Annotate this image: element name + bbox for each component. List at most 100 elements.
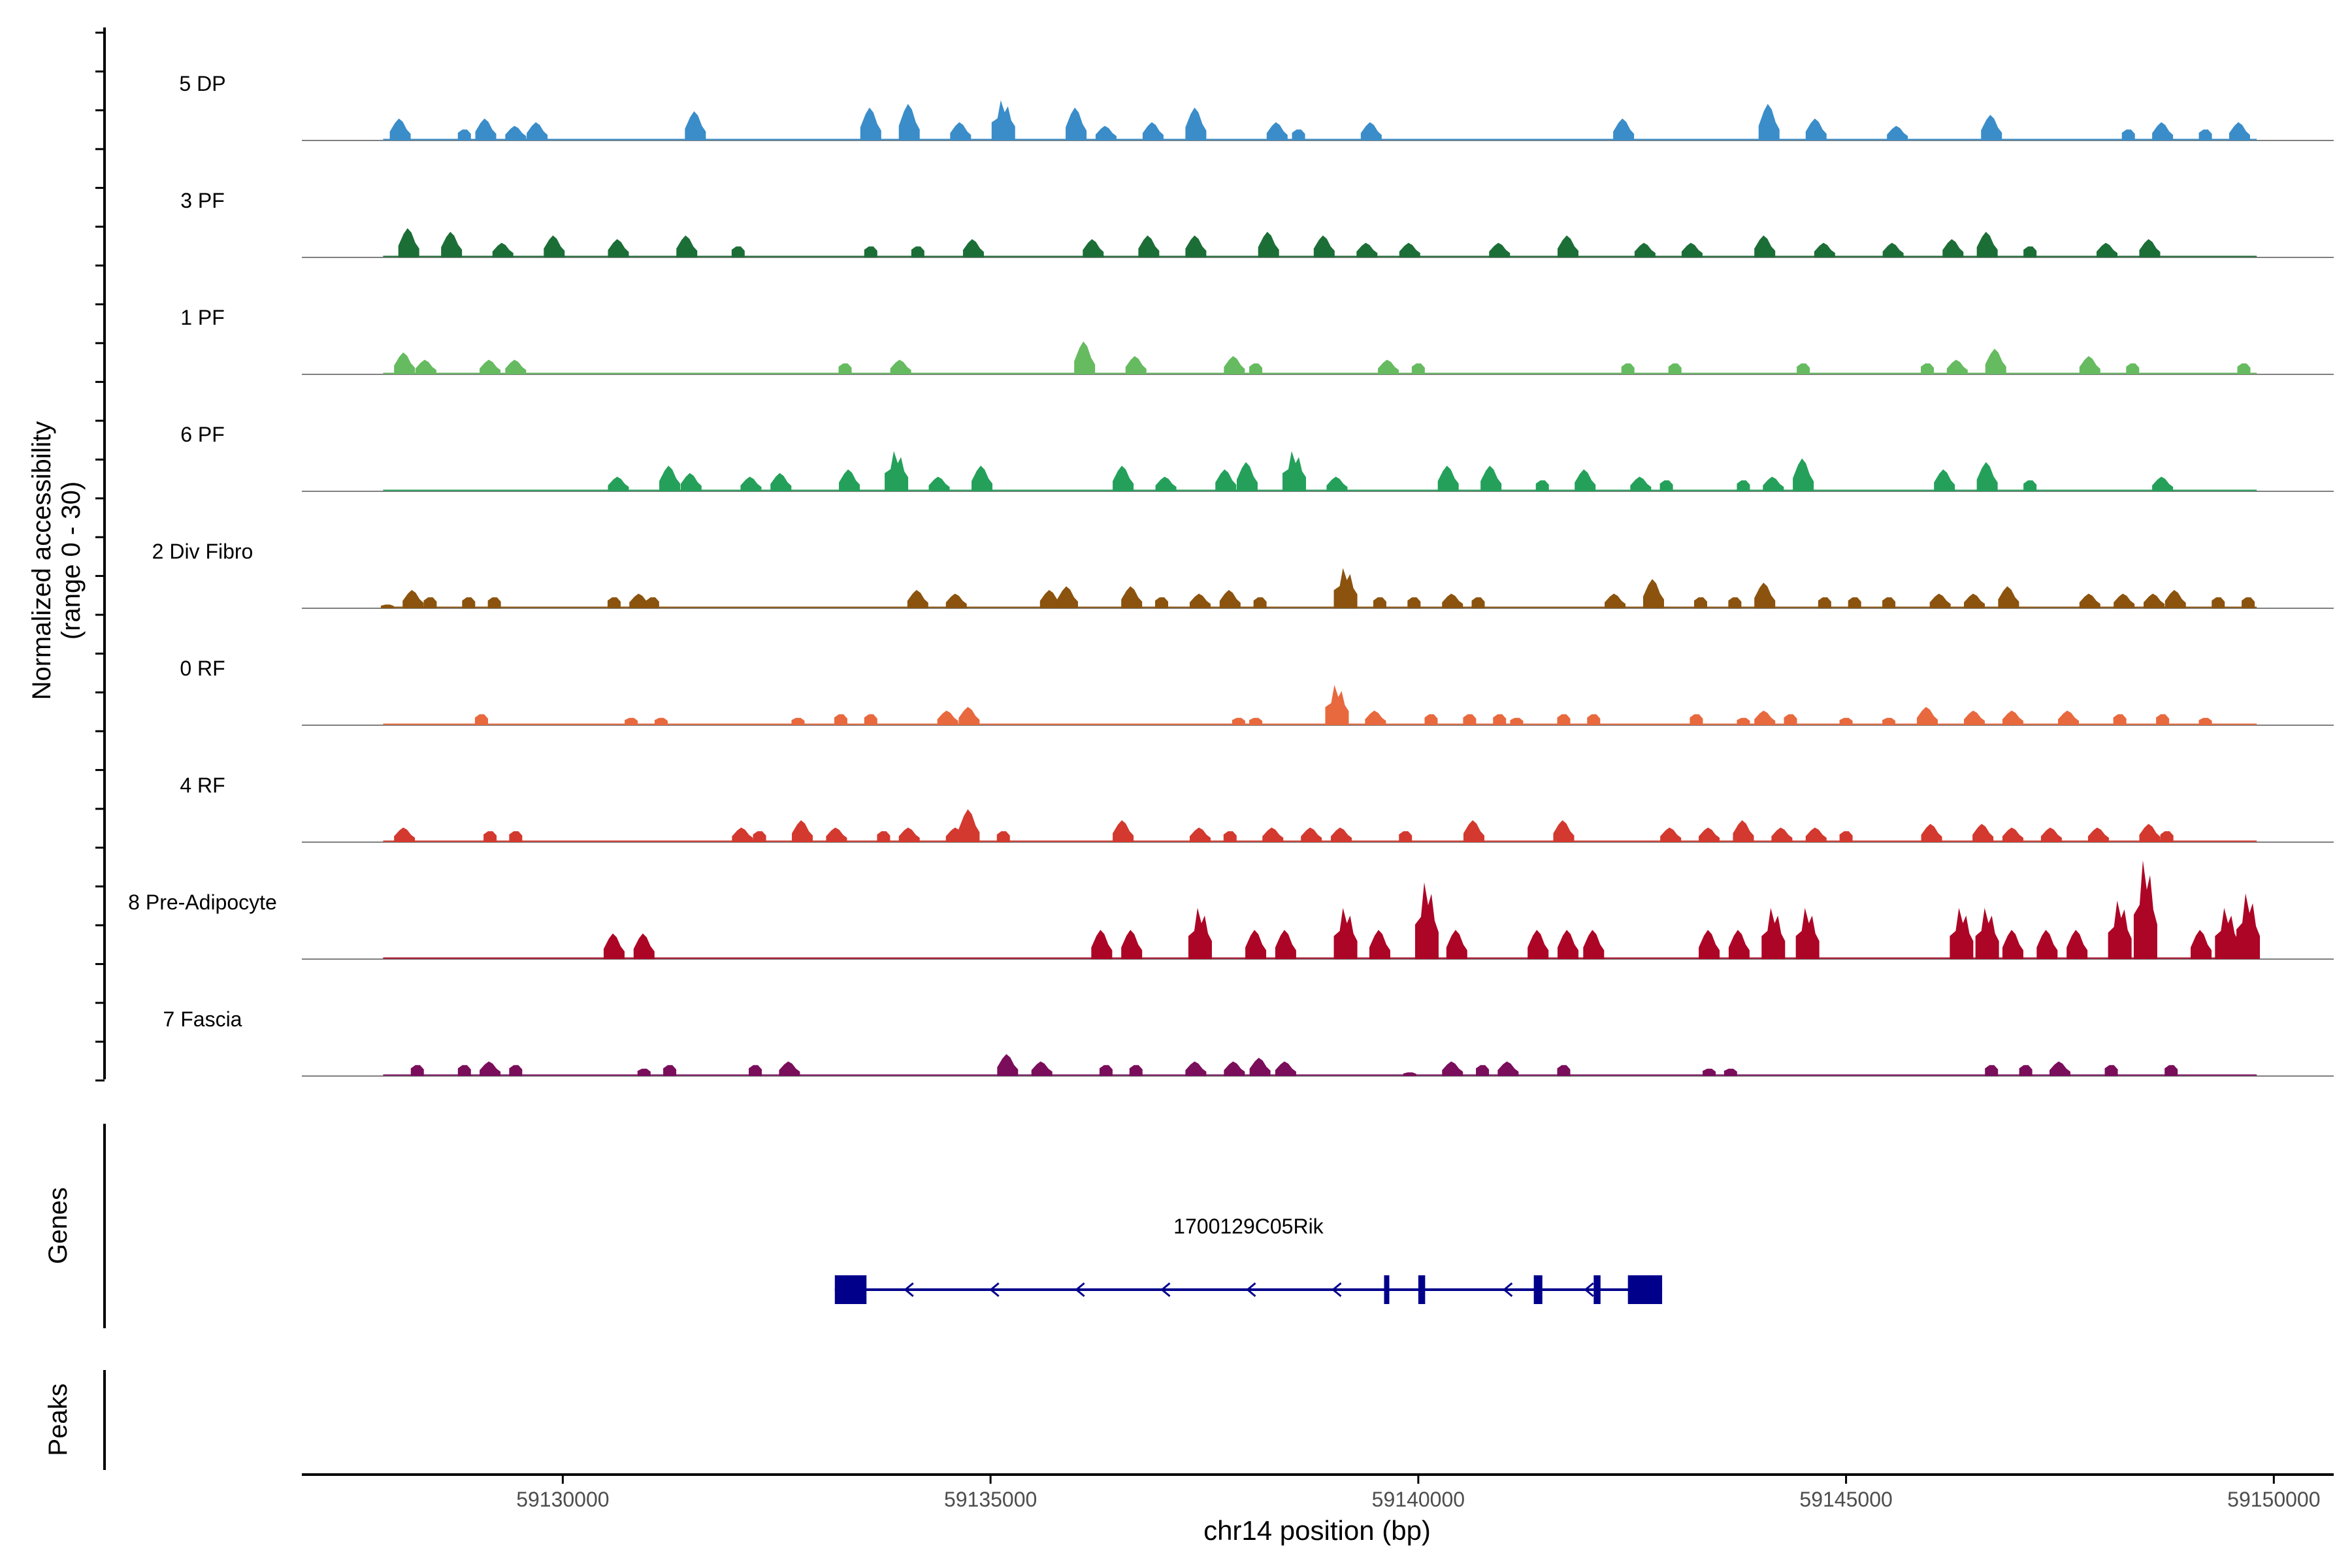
coverage-peak	[1668, 363, 1682, 374]
peaks-panel: Peaks	[44, 1370, 106, 1470]
coverage-peak	[1882, 597, 1896, 608]
coverage-peak	[1761, 907, 1786, 959]
coverage-peak	[2198, 129, 2212, 140]
track-6-pf: 6 PF	[180, 423, 2334, 492]
coverage-peak	[1917, 707, 1938, 725]
track-3-pf: 3 PF	[180, 189, 2334, 258]
coverage-peak	[864, 714, 877, 725]
coverage-peak	[2040, 827, 2062, 842]
coverage-peak	[2152, 122, 2174, 140]
coverage-peak	[885, 451, 909, 491]
coverage-peak	[509, 1065, 523, 1076]
coverage-peak	[2108, 900, 2132, 959]
coverage-peak	[1039, 590, 1061, 608]
coverage-peak	[1805, 827, 1827, 842]
coverage-peak	[1763, 476, 1784, 491]
coverage-peak	[2066, 930, 2088, 959]
coverage-peak	[1249, 717, 1263, 725]
coverage-peak	[1848, 597, 1861, 608]
coverage-peak	[1266, 122, 1288, 140]
coverage-peak	[1605, 593, 1626, 608]
coverage-peak	[1399, 831, 1413, 842]
coverage-peak	[2104, 1065, 2118, 1076]
gene-exon	[1627, 1275, 1663, 1304]
coverage-peak	[654, 717, 668, 725]
coverage-peak	[637, 1068, 651, 1076]
coverage-peak	[505, 125, 527, 140]
x-axis-title: chr14 position (bp)	[1203, 1515, 1431, 1546]
coverage-peak	[1185, 107, 1207, 140]
coverage-peak	[1493, 714, 1507, 725]
strand-arrow	[1584, 1282, 1594, 1298]
coverage-peak	[1463, 820, 1484, 842]
coverage-peak	[1331, 827, 1352, 842]
coverage-peak	[1403, 1072, 1416, 1076]
y-axis-label-line2: (range 0 - 30)	[57, 482, 86, 640]
coverage-peak	[1703, 1068, 1716, 1076]
coverage-peak	[625, 717, 638, 725]
strand-arrow	[1075, 1282, 1085, 1298]
track-label-6-pf: 6 PF	[180, 423, 225, 446]
coverage-peak	[389, 118, 411, 140]
coverage-peak	[1325, 685, 1349, 725]
coverage-peak	[890, 359, 911, 374]
coverage-peak	[1964, 710, 1985, 725]
coverage-peak	[2139, 824, 2161, 842]
coverage-peak	[1558, 235, 1579, 257]
coverage-peak	[898, 827, 920, 842]
coverage-peak	[685, 111, 706, 140]
coverage-peak	[1621, 363, 1635, 374]
coverage-peak	[1399, 242, 1420, 257]
coverage-peak	[2121, 129, 2135, 140]
gene-exon	[1384, 1275, 1390, 1304]
coverage-tracks: 5 DP 3 PF 1 PF 6 PF 2 Div Fibro 0 RF 4 RF 8 Pre…	[128, 72, 2334, 1077]
coverage-peak	[1723, 1068, 1737, 1076]
coverage-peak	[1121, 586, 1143, 608]
coverage-peak	[2229, 122, 2250, 140]
coverage-peak	[1185, 235, 1207, 257]
gene-model	[834, 1275, 1663, 1304]
coverage-peak	[1378, 359, 1399, 374]
coverage-peak	[937, 710, 958, 725]
coverage-peak	[2087, 827, 2109, 842]
coverage-peak	[1463, 714, 1477, 725]
strand-arrow	[1503, 1282, 1513, 1298]
coverage-peak	[1583, 930, 1605, 959]
coverage-peak	[1950, 907, 1974, 959]
coverage-peak	[1634, 242, 1656, 257]
x-tick-label: 59150000	[2227, 1488, 2320, 1511]
coverage-peak	[2058, 710, 2080, 725]
coverage-peak	[1985, 348, 2006, 374]
coverage-peak	[1630, 476, 1652, 491]
coverage-peak	[1424, 714, 1438, 725]
coverage-peak	[1737, 717, 1750, 725]
coverage-peak	[1301, 827, 1322, 842]
coverage-peak	[2139, 239, 2161, 257]
coverage-peak	[1557, 714, 1571, 725]
coverage-peak	[1333, 568, 1358, 608]
gene-exon	[1418, 1275, 1426, 1304]
coverage-peak	[860, 107, 881, 140]
coverage-peak	[945, 593, 967, 608]
coverage-peak	[1442, 593, 1463, 608]
coverage-peak	[1535, 480, 1549, 491]
coverage-peak	[1737, 480, 1750, 491]
coverage-peak	[1083, 239, 1104, 257]
coverage-peak	[1275, 930, 1296, 959]
coverage-peak	[1699, 827, 1720, 842]
coverage-peak	[2236, 893, 2261, 959]
coverage-peak	[1887, 125, 1908, 140]
coverage-peak	[1480, 465, 1502, 491]
coverage-peak	[1642, 579, 1664, 608]
coverage-peak	[1188, 907, 1212, 959]
x-tick-label: 59135000	[944, 1488, 1037, 1511]
coverage-peak	[1258, 231, 1279, 257]
coverage-peak	[1754, 710, 1776, 725]
track-5-dp: 5 DP	[179, 72, 2334, 141]
coverage-peak	[962, 239, 984, 257]
x-tick-label: 59140000	[1372, 1488, 1465, 1511]
coverage-peak	[991, 100, 1015, 140]
coverage-peak	[483, 831, 497, 842]
coverage-peak	[1814, 242, 1835, 257]
